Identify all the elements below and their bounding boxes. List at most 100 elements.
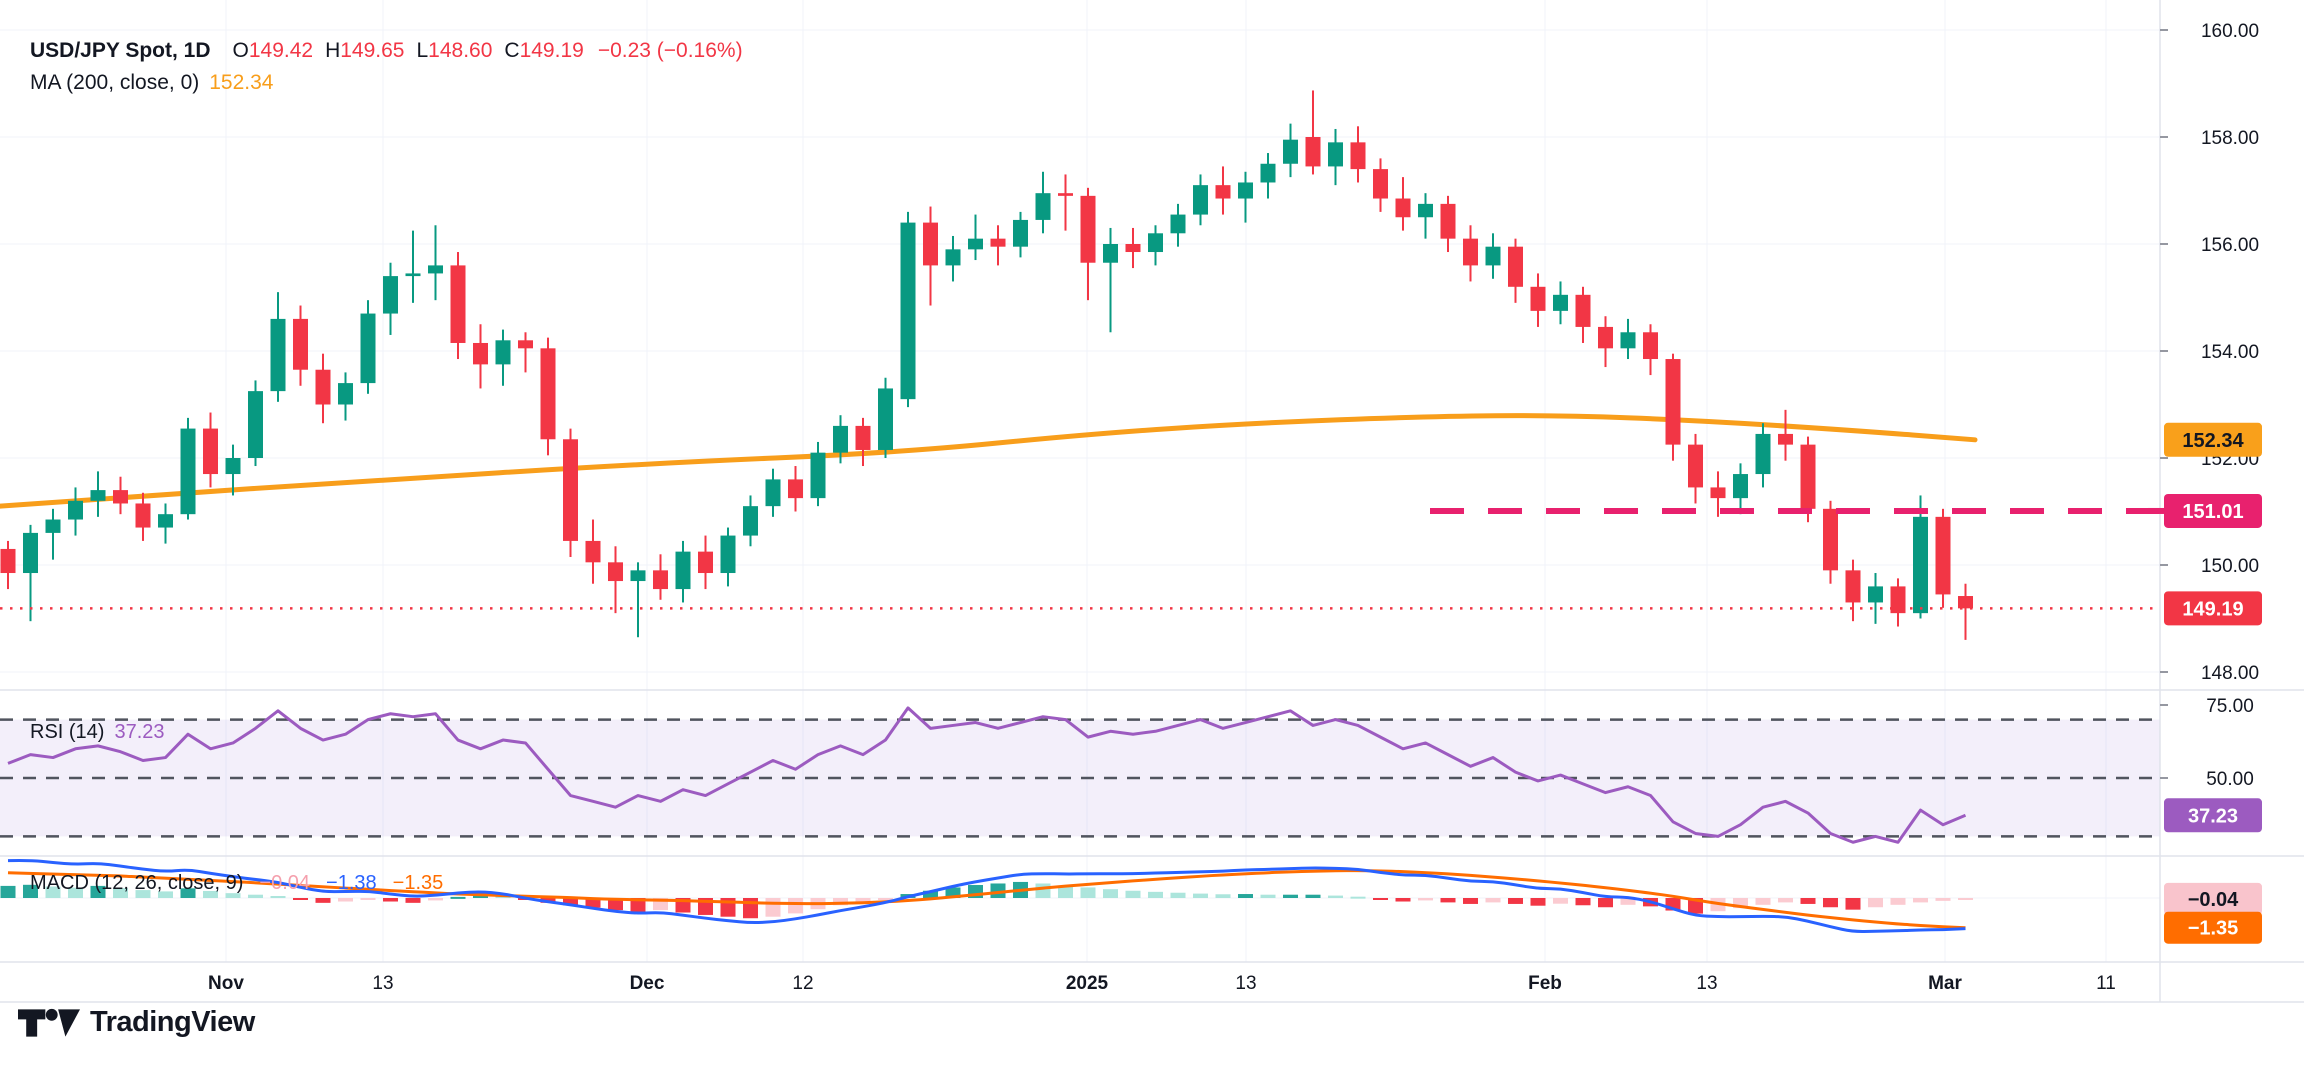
candle-body <box>383 276 398 314</box>
candle-body <box>158 514 173 528</box>
macd-histogram-bar <box>1530 898 1546 906</box>
candle <box>1350 126 1366 183</box>
candle-body <box>428 265 443 274</box>
macd-line <box>7 858 1966 933</box>
candle <box>1373 158 1388 212</box>
candle <box>900 211 916 408</box>
candle <box>1463 225 1478 282</box>
candle <box>1845 559 1861 622</box>
candle-body <box>945 249 961 266</box>
candle-body <box>360 313 376 384</box>
macd-histogram-bar <box>1485 898 1501 903</box>
macd-signal-value: −1.35 <box>392 872 444 894</box>
candle-body <box>45 519 61 533</box>
candle-body <box>1485 246 1501 266</box>
candle-body <box>405 273 421 277</box>
price-badge: 152.34 <box>2164 422 2262 457</box>
candle <box>1238 171 1253 223</box>
price-badge-text: 149.19 <box>2182 598 2243 620</box>
candle-body <box>473 342 488 365</box>
candle-body <box>653 570 668 590</box>
macd-histogram-bar <box>1148 891 1163 898</box>
candle-body <box>1598 326 1613 349</box>
macd-pane[interactable] <box>0 858 1974 933</box>
candle-body <box>1530 286 1546 311</box>
macd-hist-badge-bg <box>2164 882 2262 915</box>
rsi-pane[interactable] <box>0 706 2160 844</box>
candle <box>1148 225 1163 266</box>
candle <box>1035 171 1051 234</box>
candle <box>653 554 668 600</box>
candle-body <box>495 340 511 365</box>
candle-body <box>1373 169 1388 199</box>
macd-histogram-bar <box>338 898 353 902</box>
candle-body <box>1575 294 1591 327</box>
macd-histogram-bar <box>1890 898 1906 905</box>
macd-histogram-bar <box>1845 898 1861 910</box>
candle <box>1575 286 1591 343</box>
rsi-tick-label: 50.00 <box>2206 769 2254 790</box>
candle <box>428 225 443 301</box>
candle <box>293 305 308 386</box>
macd-histogram-bar <box>0 885 16 898</box>
macd-histogram-bar <box>1958 898 1973 900</box>
macd-histogram-bar <box>360 898 376 900</box>
macd-signal-badge-bg <box>2164 911 2262 944</box>
candle-body <box>1395 198 1411 218</box>
tradingview-logo[interactable]: TradingView <box>18 1006 255 1039</box>
macd-histogram-bar <box>473 894 488 898</box>
candle-body <box>270 318 286 392</box>
candle-body <box>1170 214 1186 234</box>
price-badge-text: 152.34 <box>2182 430 2244 452</box>
time-axis-label: Nov <box>208 973 244 994</box>
macd-histogram-bar <box>45 886 61 898</box>
time-axis[interactable]: Nov 13 Dec 12 2025 13 Feb 13 Mar 11 <box>208 973 2116 994</box>
candle <box>1283 123 1298 178</box>
candle-body <box>293 318 308 370</box>
candle-body <box>720 535 736 574</box>
macd-histogram-bar <box>1080 887 1096 898</box>
macd-histogram-bar <box>23 884 38 898</box>
macd-histogram-bar <box>1800 898 1816 904</box>
candle <box>360 300 376 394</box>
price-badge-text: 151.01 <box>2182 501 2243 523</box>
candle <box>1823 500 1838 584</box>
macd-histogram-bar <box>428 898 443 901</box>
macd-histogram-bar <box>248 894 263 898</box>
candle-body <box>1755 433 1771 475</box>
candle <box>1440 195 1456 253</box>
candle-body <box>1643 332 1658 360</box>
candle <box>878 377 893 458</box>
candle <box>1800 436 1816 523</box>
candle <box>743 495 758 547</box>
rsi-label: RSI (14) <box>30 721 105 743</box>
macd-histogram-bar <box>1935 898 1951 901</box>
candle <box>1080 187 1096 301</box>
price-tick-label: 160.00 <box>2201 21 2259 42</box>
macd-histogram-bar <box>90 885 106 898</box>
candle-body <box>833 425 848 453</box>
candle <box>1620 318 1636 360</box>
macd-histogram-bar <box>203 890 218 898</box>
candle <box>383 262 398 335</box>
main-legend: USD/JPY Spot, 1D O149.42 H149.65 L148.60 C14… <box>30 36 743 66</box>
macd-histogram-bar <box>608 898 623 911</box>
price-badge-bg <box>2164 591 2262 626</box>
price-axis[interactable]: 160.00158.00156.00154.00152.00150.00148.… <box>2148 21 2262 944</box>
close-label: C <box>504 39 520 62</box>
macd-histogram-bar <box>1193 893 1208 898</box>
candle <box>248 380 263 467</box>
candle <box>23 524 38 622</box>
candle <box>338 372 353 421</box>
candle-body <box>450 265 466 343</box>
candle <box>1260 153 1276 199</box>
high-value: 149.65 <box>340 39 405 62</box>
macd-line-value: −1.38 <box>326 872 377 894</box>
candle-body <box>1620 332 1636 349</box>
macd-histogram-bar <box>1598 898 1613 908</box>
ma200-line <box>0 413 1978 509</box>
macd-histogram-bar <box>923 890 938 898</box>
main-pane[interactable] <box>0 90 2168 640</box>
candle-body <box>113 490 128 504</box>
